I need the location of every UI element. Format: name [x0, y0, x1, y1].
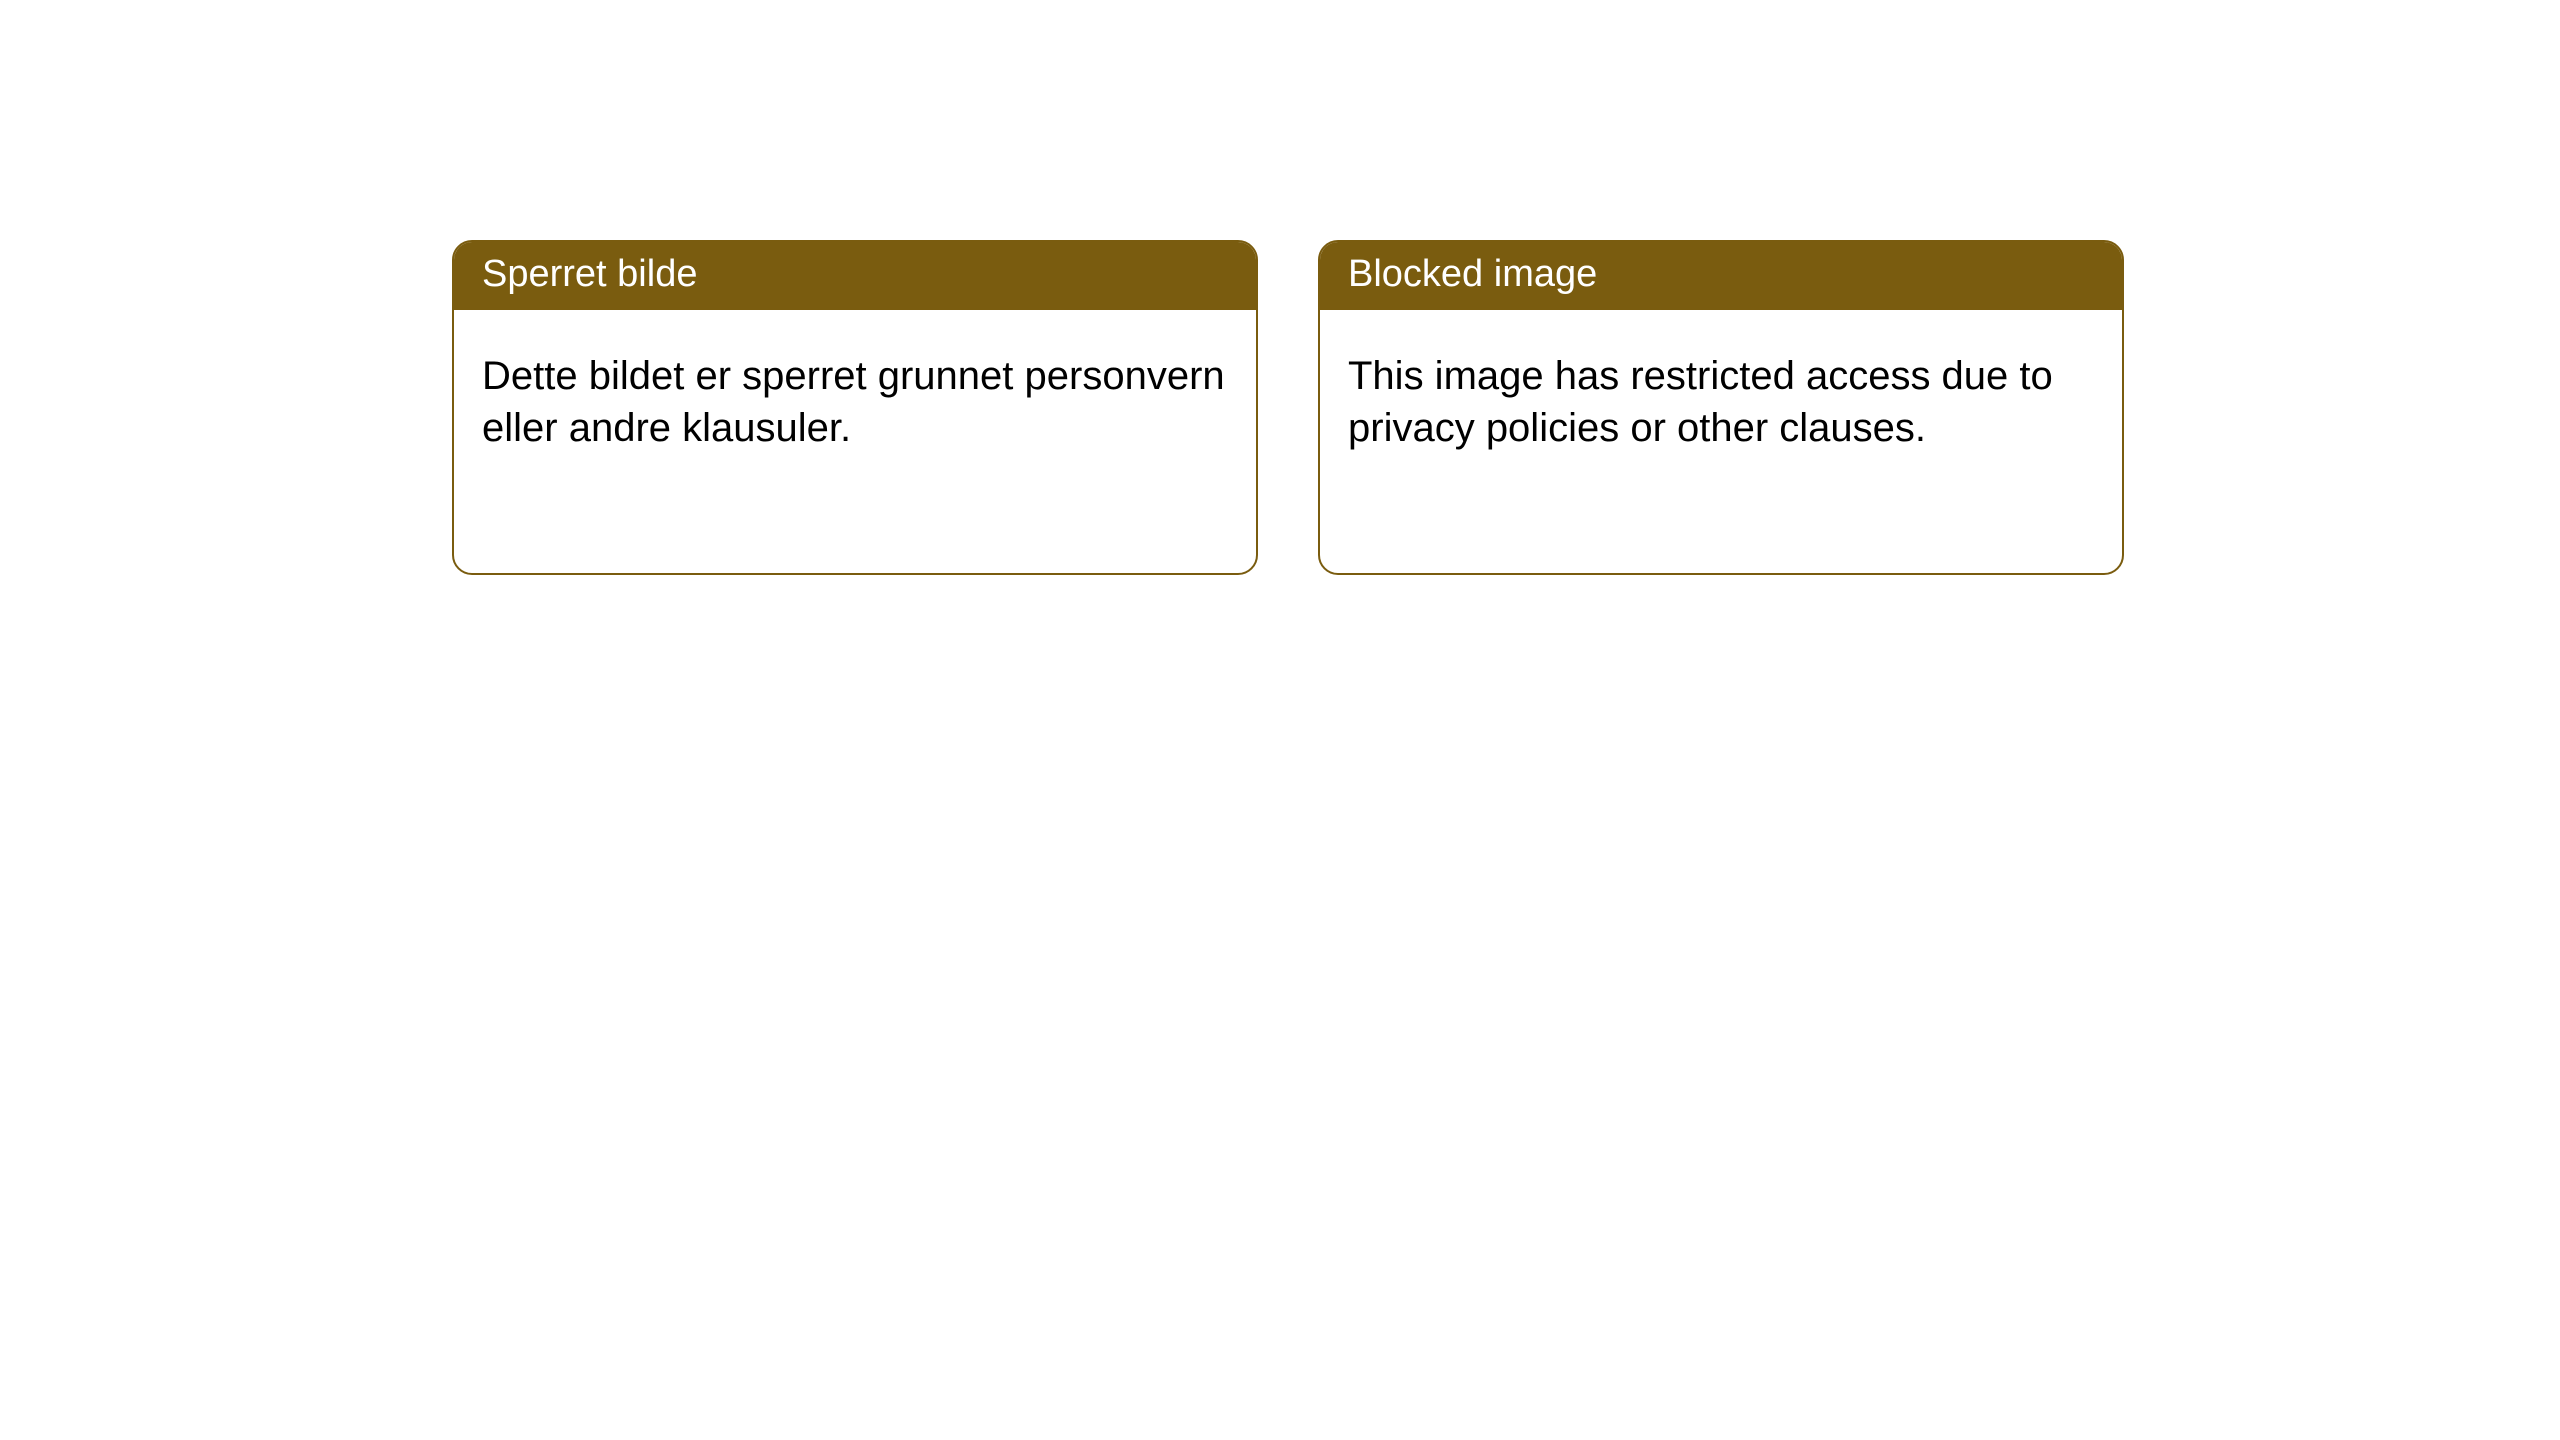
notice-body: Dette bildet er sperret grunnet personve…	[454, 310, 1256, 482]
notice-header: Sperret bilde	[454, 242, 1256, 310]
notice-card-norwegian: Sperret bilde Dette bildet er sperret gr…	[452, 240, 1258, 575]
notice-body-text: This image has restricted access due to …	[1348, 354, 2053, 450]
notice-body-text: Dette bildet er sperret grunnet personve…	[482, 354, 1225, 450]
notice-body: This image has restricted access due to …	[1320, 310, 2122, 482]
notice-header: Blocked image	[1320, 242, 2122, 310]
notice-title: Sperret bilde	[482, 253, 697, 295]
notice-card-english: Blocked image This image has restricted …	[1318, 240, 2124, 575]
notices-container: Sperret bilde Dette bildet er sperret gr…	[0, 0, 2560, 575]
notice-title: Blocked image	[1348, 253, 1597, 295]
